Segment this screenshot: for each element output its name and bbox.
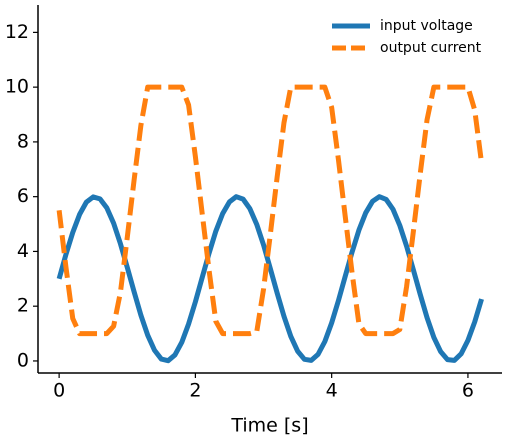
- legend-label: output current: [380, 40, 482, 56]
- y-tick-label: 8: [17, 130, 29, 152]
- y-tick-label: 0: [17, 349, 29, 371]
- x-axis-label: Time [s]: [230, 415, 308, 437]
- legend-label: input voltage: [380, 18, 473, 34]
- x-tick-label: 6: [462, 380, 474, 402]
- y-tick-label: 12: [5, 21, 29, 43]
- y-tick-label: 6: [17, 185, 29, 207]
- y-tick-label: 10: [5, 76, 29, 98]
- series-line: [56, 84, 485, 337]
- y-tick-label: 4: [17, 240, 29, 262]
- x-tick-label: 2: [189, 380, 201, 402]
- x-tick-label: 4: [326, 380, 338, 402]
- x-tick-label: 0: [53, 380, 65, 402]
- y-tick-label: 2: [17, 295, 29, 317]
